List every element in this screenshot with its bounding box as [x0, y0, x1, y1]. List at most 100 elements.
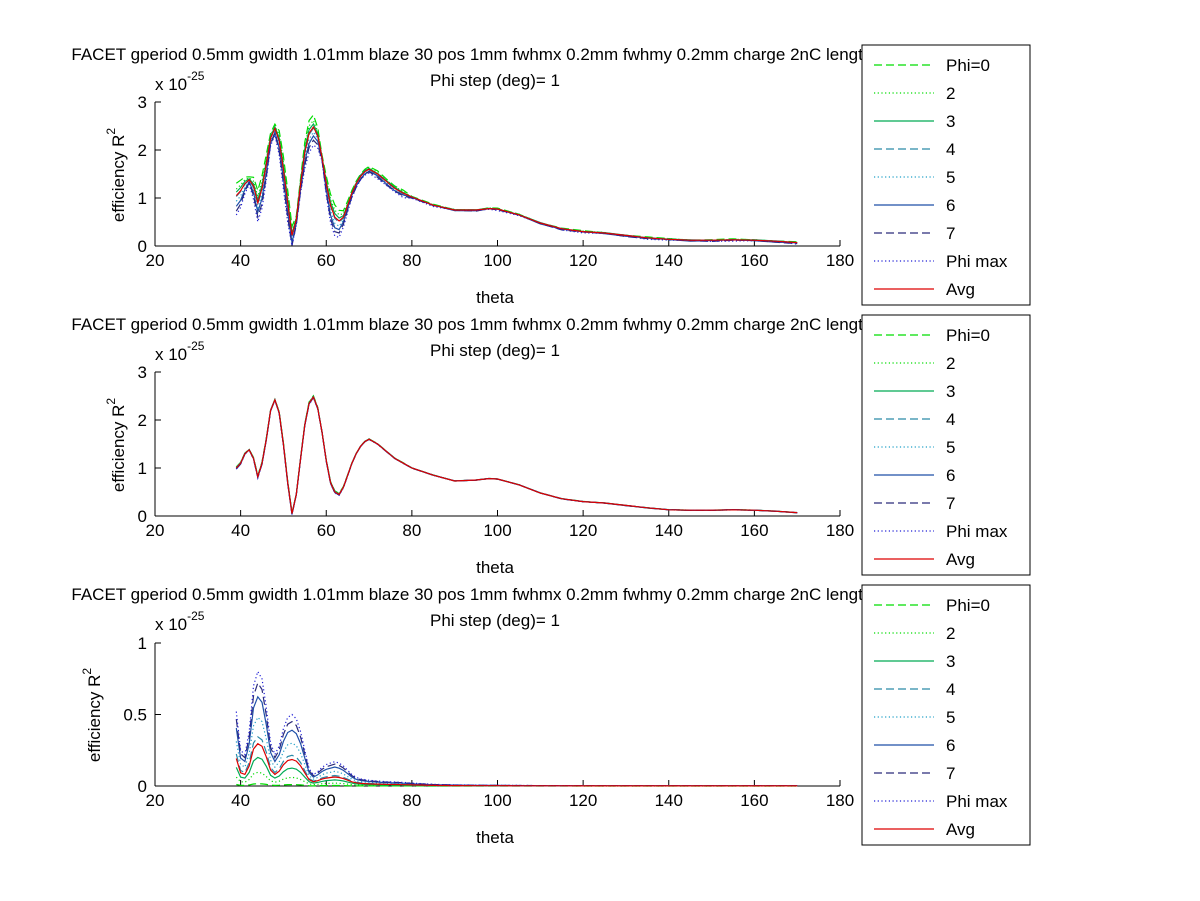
legend: Phi=0 2 3 4 5 6 7 Phi max Avg: [861, 584, 1031, 846]
x-axis-label: theta: [476, 828, 514, 847]
y-tick-label: 1: [138, 189, 147, 208]
x-tick-label: 40: [231, 791, 250, 810]
legend-box: [861, 314, 1031, 576]
x-tick-label: 160: [740, 791, 768, 810]
legend-label: 4: [946, 410, 955, 429]
plot-lines: [235, 670, 798, 787]
x-tick-label: 40: [231, 251, 250, 270]
x-tick-label: 100: [483, 521, 511, 540]
legend: Phi=0 2 3 4 5 6 7 Phi max Avg: [861, 44, 1031, 306]
legend-label: Phi=0: [946, 326, 990, 345]
series-line-5: [235, 395, 798, 514]
x-tick-label: 140: [655, 521, 683, 540]
series-line-2: [235, 394, 798, 514]
legend-label: 7: [946, 764, 955, 783]
y-axis-label: efficiency R2: [104, 398, 128, 493]
chart-subtitle: Phi step (deg)= 1: [430, 71, 560, 90]
legend-box: [861, 44, 1031, 306]
legend-label: Phi max: [946, 522, 1008, 541]
axes: 20 40 60 80 100 120 140 160 180 0 0.5 1: [123, 634, 854, 810]
legend-label: 3: [946, 382, 955, 401]
series-line-7: [235, 131, 798, 246]
x-tick-label: 120: [569, 251, 597, 270]
y-tick-label: 2: [138, 411, 147, 430]
series-line-2: [235, 771, 798, 787]
chart-subtitle: Phi step (deg)= 1: [430, 611, 560, 630]
x-tick-label: 100: [483, 791, 511, 810]
legend-label: Phi max: [946, 792, 1008, 811]
legend-label: 4: [946, 680, 955, 699]
legend-label: 2: [946, 84, 955, 103]
x-tick-label: 60: [317, 521, 336, 540]
y-exponent-label: x 10-25: [155, 609, 205, 634]
series-line-phi-0: [235, 394, 798, 514]
series-line-7: [235, 681, 798, 787]
y-tick-label: 0: [138, 777, 147, 796]
series-line-4: [235, 735, 798, 787]
x-tick-label: 160: [740, 251, 768, 270]
legend-label: Phi=0: [946, 56, 990, 75]
panel-1: FACET gperiod 0.5mm gwidth 1.01mm blaze …: [71, 44, 1031, 307]
y-axis-label: efficiency R2: [80, 668, 104, 763]
y-tick-label: 2: [138, 141, 147, 160]
chart-subtitle: Phi step (deg)= 1: [430, 341, 560, 360]
axes: 20 40 60 80 100 120 140 160 180 0 1 2 3: [138, 363, 855, 540]
legend: Phi=0 2 3 4 5 6 7 Phi max Avg: [861, 314, 1031, 576]
legend-label: 3: [946, 652, 955, 671]
x-tick-label: 40: [231, 521, 250, 540]
x-tick-label: 160: [740, 521, 768, 540]
x-axis-label: theta: [476, 288, 514, 307]
legend-label: Avg: [946, 550, 975, 569]
series-line-5: [235, 716, 798, 787]
y-tick-label: 1: [138, 459, 147, 478]
x-tick-label: 120: [569, 521, 597, 540]
y-axis-label: efficiency R2: [104, 128, 128, 223]
x-tick-label: 180: [826, 251, 854, 270]
x-axis-label: theta: [476, 558, 514, 577]
x-tick-label: 100: [483, 251, 511, 270]
panel-2: FACET gperiod 0.5mm gwidth 1.01mm blaze …: [71, 314, 1031, 577]
series-line-avg: [235, 742, 798, 787]
x-tick-label: 120: [569, 791, 597, 810]
legend-label: 7: [946, 224, 955, 243]
legend-label: 6: [946, 466, 955, 485]
y-tick-label: 0.5: [123, 706, 147, 725]
legend-label: 2: [946, 354, 955, 373]
chart-title: FACET gperiod 0.5mm gwidth 1.01mm blaze …: [71, 45, 918, 64]
y-tick-label: 0: [138, 237, 147, 256]
x-tick-label: 180: [826, 521, 854, 540]
y-tick-label: 3: [138, 363, 147, 382]
series-line-6: [235, 695, 798, 787]
y-exponent-label: x 10-25: [155, 69, 205, 94]
legend-label: 6: [946, 196, 955, 215]
series-line-phi-0: [235, 113, 798, 243]
x-tick-label: 20: [146, 521, 165, 540]
legend-label: 5: [946, 168, 955, 187]
series-line-phi-max: [235, 670, 798, 787]
series-line-3: [235, 395, 798, 514]
plot-lines: [235, 394, 798, 515]
y-tick-label: 1: [138, 634, 147, 653]
x-tick-label: 80: [402, 251, 421, 270]
panel-3: FACET gperiod 0.5mm gwidth 1.01mm blaze …: [71, 584, 1031, 847]
x-tick-label: 20: [146, 251, 165, 270]
legend-label: 2: [946, 624, 955, 643]
legend-label: 6: [946, 736, 955, 755]
x-tick-label: 140: [655, 791, 683, 810]
x-tick-label: 60: [317, 251, 336, 270]
x-tick-label: 80: [402, 521, 421, 540]
chart-title: FACET gperiod 0.5mm gwidth 1.01mm blaze …: [71, 585, 918, 604]
plot-lines: [235, 113, 798, 246]
series-line-avg: [235, 125, 798, 244]
legend-label: 7: [946, 494, 955, 513]
series-line-phi-max: [235, 396, 798, 515]
x-tick-label: 60: [317, 791, 336, 810]
legend-label: 4: [946, 140, 955, 159]
series-line-avg: [235, 395, 798, 514]
series-line-3: [235, 756, 798, 787]
series-line-2: [235, 119, 798, 244]
legend-label: Avg: [946, 820, 975, 839]
series-line-4: [235, 395, 798, 514]
y-exponent-label: x 10-25: [155, 339, 205, 364]
